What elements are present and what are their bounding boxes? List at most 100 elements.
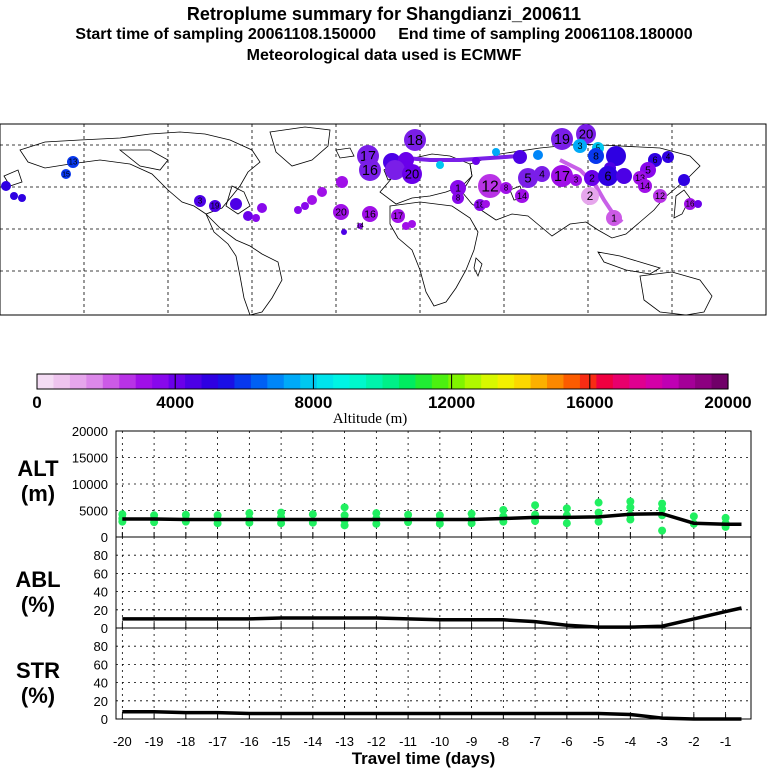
- chart-title: Retroplume summary for Shangdianzi_20061…: [186, 4, 582, 24]
- x-tick-label: -8: [498, 734, 510, 749]
- plume-centroid-label: 6: [604, 169, 611, 184]
- plume-centroid-label: 5: [645, 166, 651, 177]
- y-tick-label: 20: [94, 694, 108, 709]
- colorbar-swatch: [185, 374, 203, 389]
- sampling-times: Start time of sampling 20061108.150000 E…: [75, 26, 693, 43]
- plume-centroid: [10, 192, 18, 200]
- colorbar-swatch: [366, 374, 384, 389]
- plume-centroid-label: 8: [593, 152, 599, 163]
- plume-centroid: [402, 164, 422, 184]
- plume-centroid: [252, 214, 260, 222]
- plume-centroid: [333, 204, 349, 220]
- y-tick-label: 20: [94, 603, 108, 618]
- x-tick-label: -19: [145, 734, 164, 749]
- panel-frame: [115, 627, 752, 720]
- x-tick-label: -3: [656, 734, 668, 749]
- altitude-scatter-point: [499, 505, 508, 514]
- plume-centroid: [61, 169, 71, 179]
- colorbar-tick-label: 20000: [704, 393, 751, 412]
- plume-centroid: [500, 182, 512, 194]
- y-axis-label: (m): [21, 481, 55, 506]
- colorbar-swatch: [547, 374, 565, 389]
- plume-centroid-label: 13: [69, 158, 78, 167]
- plume-centroid-label: 5: [524, 171, 531, 186]
- altitude-scatter-point: [562, 519, 571, 528]
- colorbar-swatch: [267, 374, 285, 389]
- plume-centroid-label: 14: [517, 191, 527, 201]
- y-tick-label: 80: [94, 548, 108, 563]
- altitude-scatter-point: [594, 498, 603, 507]
- colorbar-swatch: [102, 374, 120, 389]
- plume-centroid-label: 15: [62, 171, 70, 178]
- plume-centroid-label: 20: [579, 127, 593, 142]
- plume-centroid-label: 20: [405, 167, 419, 182]
- x-axis-label: Travel time (days): [352, 749, 496, 768]
- colorbar-swatch: [464, 374, 482, 389]
- x-tick-label: -16: [240, 734, 259, 749]
- plume-centroid: [18, 194, 26, 202]
- plume-centroid-label: 4: [666, 153, 671, 162]
- x-tick-label: -1: [720, 734, 732, 749]
- x-tick-label: -11: [399, 734, 417, 749]
- map-frame: [0, 123, 767, 316]
- plume-centroid-label: 1: [455, 184, 461, 195]
- altitude-scatter-point: [308, 510, 317, 519]
- plume-centroid: [638, 179, 652, 193]
- plume-centroid: [515, 189, 529, 203]
- x-tick-label: -17: [208, 734, 227, 749]
- colorbar-swatch: [119, 374, 137, 389]
- altitude-scatter-point: [404, 510, 413, 519]
- colorbar-label: Altitude (m): [333, 411, 408, 427]
- plume-centroid: [533, 150, 543, 160]
- plume-centroid: [518, 168, 538, 188]
- x-tick-label: -13: [335, 734, 354, 749]
- colorbar-tick-label: 16000: [566, 393, 613, 412]
- plume-centroid: [576, 124, 596, 144]
- altitude-scatter-point: [594, 517, 603, 526]
- y-tick-label: 20000: [72, 424, 108, 439]
- plume-centroid-label: 19: [211, 202, 220, 211]
- colorbar-swatch: [596, 374, 614, 389]
- x-tick-label: -4: [625, 734, 637, 749]
- abl-panel: 0 20 40 60 80 ABL(%): [15, 536, 752, 636]
- y-tick-label: 0: [101, 621, 108, 636]
- plume-centroid-label: 1: [611, 214, 617, 225]
- altitude-scatter-point: [435, 519, 444, 528]
- plume-centroid: [684, 198, 696, 210]
- colorbar-swatch: [69, 374, 87, 389]
- plume-centroid: [385, 160, 405, 180]
- colorbar-swatch: [53, 374, 71, 389]
- plume-centroid: [606, 210, 622, 226]
- y-tick-label: 15000: [72, 451, 108, 466]
- altitude-scatter-point: [658, 526, 667, 535]
- plume-centroid: [357, 223, 363, 229]
- plume-centroid-label: 16: [364, 210, 376, 221]
- plume-centroid: [694, 200, 702, 208]
- x-tick-label: -20: [113, 734, 132, 749]
- colorbar-swatch: [497, 374, 515, 389]
- plume-centroid: [1, 181, 11, 191]
- altitude-scatter-point: [245, 509, 254, 518]
- plume-centroid: [362, 206, 378, 222]
- plume-centroid-label: 14: [356, 222, 364, 229]
- plume-centroid: [598, 166, 618, 186]
- plume-centroid: [408, 220, 416, 228]
- colorbar-swatch: [629, 374, 647, 389]
- y-tick-label: 60: [94, 657, 108, 672]
- plume-centroid: [257, 203, 267, 213]
- plume-centroid: [472, 157, 480, 165]
- plume-centroid: [606, 146, 626, 166]
- plume-centroid-label: 19: [554, 132, 570, 148]
- x-tick-label: -10: [430, 734, 449, 749]
- str-panel: 0 20 40 60 80 STR(%): [16, 627, 752, 727]
- colorbar-swatch: [300, 374, 318, 389]
- colorbar-swatch: [201, 374, 219, 389]
- series-line-str: [122, 709, 742, 721]
- altitude-scatter-point: [658, 504, 667, 513]
- plume-centroid: [584, 170, 600, 186]
- plume-centroid: [513, 150, 527, 164]
- colorbar-swatch: [431, 374, 449, 389]
- x-tick-label: -2: [688, 734, 700, 749]
- x-tick-label: -9: [466, 734, 478, 749]
- plume-centroid: [662, 151, 674, 163]
